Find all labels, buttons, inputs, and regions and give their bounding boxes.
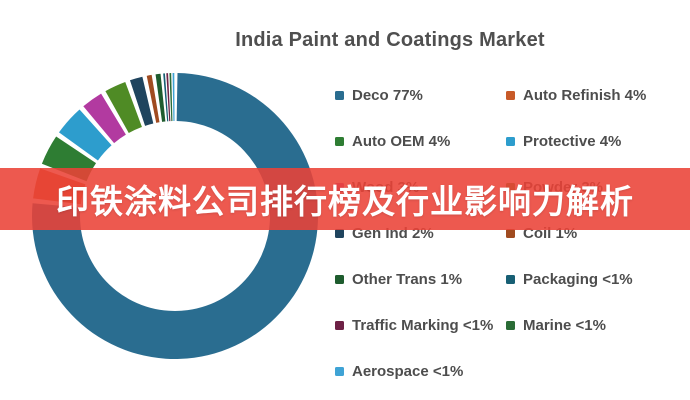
pie-slice-deco bbox=[32, 73, 319, 359]
legend-swatch-icon bbox=[506, 90, 515, 100]
pie-slice-wood bbox=[83, 93, 126, 144]
legend-label: Aerospace <1% bbox=[352, 362, 464, 380]
pie-slice-other-trans bbox=[155, 73, 166, 122]
legend-label: Deco 77% bbox=[352, 86, 423, 104]
legend-item-auto-refinish: Auto Refinish 4% bbox=[506, 72, 646, 118]
legend-label: Protective 4% bbox=[523, 132, 622, 150]
legend-label: Marine <1% bbox=[523, 316, 606, 334]
legend-swatch-icon bbox=[335, 274, 344, 284]
legend-swatch-icon bbox=[335, 90, 344, 100]
overlay-banner: 印铁涂料公司排行榜及行业影响力解析 bbox=[0, 168, 690, 230]
legend-label: Auto OEM 4% bbox=[352, 132, 451, 150]
legend-column-left: Deco 77%Auto OEM 4%Wood 3%Gen Ind 2%Othe… bbox=[335, 72, 493, 394]
legend-label: Packaging <1% bbox=[523, 270, 633, 288]
pie-slice-coil bbox=[146, 74, 160, 123]
legend-item-traffic-marking: Traffic Marking <1% bbox=[335, 302, 493, 348]
pie-slice-traffic-marking bbox=[166, 73, 171, 122]
legend-item-packaging: Packaging <1% bbox=[506, 256, 646, 302]
pie-slice-powder bbox=[105, 81, 142, 134]
legend-item-auto-oem: Auto OEM 4% bbox=[335, 118, 493, 164]
pie-slice-packaging bbox=[163, 73, 169, 122]
legend-swatch-icon bbox=[335, 320, 344, 330]
chart-title: India Paint and Coatings Market bbox=[235, 29, 545, 51]
legend-label: Auto Refinish 4% bbox=[523, 86, 647, 104]
legend-swatch-icon bbox=[506, 228, 515, 238]
legend-swatch-icon bbox=[506, 136, 515, 146]
legend-item-aerospace: Aerospace <1% bbox=[335, 348, 493, 394]
legend-item-other-trans: Other Trans 1% bbox=[335, 256, 493, 302]
legend-item-marine: Marine <1% bbox=[506, 302, 646, 348]
legend-swatch-icon bbox=[335, 228, 344, 238]
legend-label: Traffic Marking <1% bbox=[352, 316, 494, 334]
pie-slice-aerospace bbox=[172, 73, 175, 122]
overlay-banner-text: 印铁涂料公司排行榜及行业影响力解析 bbox=[56, 183, 634, 220]
legend-swatch-icon bbox=[335, 136, 344, 146]
legend-item-protective: Protective 4% bbox=[506, 118, 646, 164]
legend-swatch-icon bbox=[506, 320, 515, 330]
legend-swatch-icon bbox=[506, 274, 515, 284]
pie-slice-protective bbox=[58, 109, 112, 161]
pie-slice-marine bbox=[169, 73, 173, 122]
pie-slice-gen-ind bbox=[129, 76, 154, 126]
legend-label: Other Trans 1% bbox=[352, 270, 463, 288]
legend-item-deco: Deco 77% bbox=[335, 72, 493, 118]
legend-swatch-icon bbox=[335, 366, 344, 376]
